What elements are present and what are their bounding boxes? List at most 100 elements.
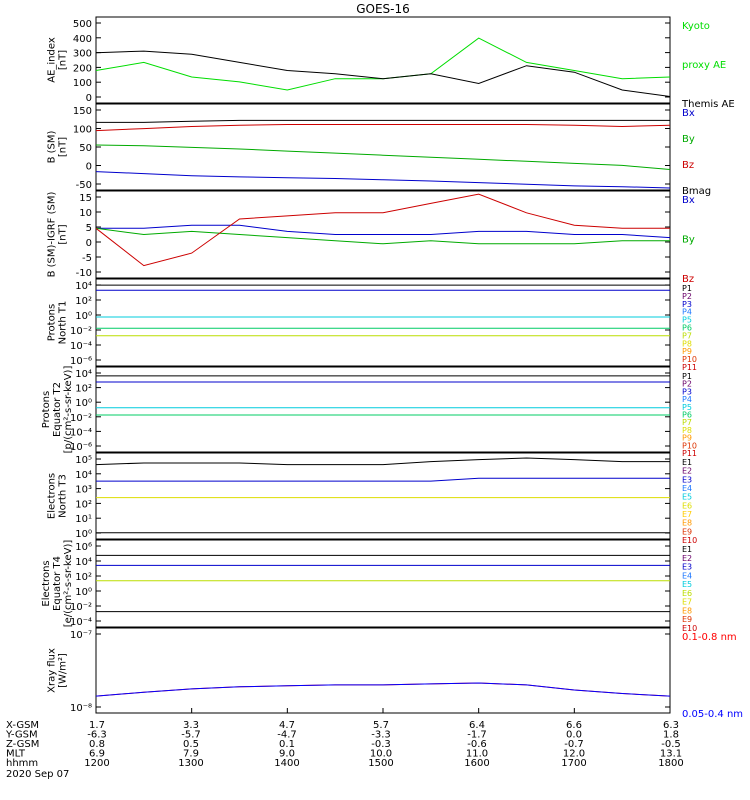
legend-label: E3 bbox=[682, 475, 692, 484]
legend-label: E2 bbox=[682, 467, 692, 476]
legend-label: E2 bbox=[682, 554, 692, 563]
panel-1: 500 400 300 200 100 0 AE_index [nT] Kyoto proxy A… bbox=[47, 16, 735, 110]
series-line bbox=[96, 119, 670, 123]
ylabel-line: [nT] bbox=[58, 224, 69, 244]
panel-frame bbox=[95, 190, 671, 279]
ytick-label: 150 bbox=[73, 106, 92, 117]
footer-value: 1300 bbox=[178, 758, 203, 769]
ytick-label: 10⁰ bbox=[75, 398, 92, 409]
ylabel-line: Electrons bbox=[41, 560, 52, 606]
legend-label: P3 bbox=[682, 387, 692, 396]
series-line bbox=[95, 37, 671, 91]
footer-row-label: Y-GSM bbox=[5, 730, 38, 741]
series-line bbox=[95, 193, 670, 267]
series-line bbox=[95, 50, 671, 97]
footer-value: 7.9 bbox=[183, 749, 199, 760]
legend-label: E8 bbox=[682, 519, 692, 528]
ytick-label: 0 bbox=[86, 162, 92, 173]
ytick-label: -50 bbox=[76, 180, 92, 191]
footer-value: 1.7 bbox=[89, 720, 105, 731]
ytick-label: 5 bbox=[86, 223, 92, 234]
legend-label: P7 bbox=[682, 418, 692, 427]
legend-label: P4 bbox=[682, 308, 692, 317]
footer-value: -0.3 bbox=[371, 739, 391, 750]
legend-label: Bmag bbox=[682, 186, 711, 197]
legend-label: E4 bbox=[682, 484, 692, 493]
footer-ephemeris: X-GSM 1.7 3.3 4.7 5.7 6.4 6.6 6.3 Y-GSM -6.3 -5.7 -… bbox=[5, 708, 684, 780]
footer-value: 1500 bbox=[368, 758, 393, 769]
legend-label: P11 bbox=[682, 363, 697, 372]
legend-label: E1 bbox=[682, 545, 692, 554]
ylabel-line: AE_index bbox=[47, 37, 58, 83]
footer-value: 6.4 bbox=[469, 720, 485, 731]
legend-label: E7 bbox=[682, 510, 692, 519]
series-line bbox=[95, 144, 671, 170]
ylabel: B (SM)-IGRF (SM) [nT] bbox=[47, 192, 69, 278]
ylabel-line: Equator T2 bbox=[52, 382, 63, 437]
ytick-label: 400 bbox=[73, 34, 92, 45]
legend-label: P11 bbox=[682, 449, 697, 458]
legend-label: E6 bbox=[682, 501, 692, 510]
legend-label: P6 bbox=[682, 324, 692, 333]
legend-label: P5 bbox=[682, 316, 692, 325]
legend-label: Bx bbox=[682, 108, 695, 119]
ytick-label: 10⁻² bbox=[70, 326, 92, 337]
ytick-label: 10⁻⁷ bbox=[70, 630, 92, 641]
ytick-label: -5 bbox=[82, 253, 92, 264]
ytick-label: 10⁴ bbox=[75, 470, 92, 481]
ylabel-line: [nT] bbox=[58, 137, 69, 157]
ytick-label: 10⁻⁶ bbox=[70, 356, 92, 367]
panel-2: 150 100 50 0 -50 B (SM) [nT] Bx By Bz Bmag bbox=[47, 103, 711, 197]
ytick-label: 10⁰ bbox=[75, 587, 92, 598]
ylabel-line: Protons bbox=[41, 391, 52, 428]
ytick-label: 10⁻⁸ bbox=[70, 703, 92, 714]
ylabel-line: North T3 bbox=[58, 474, 69, 518]
ylabel-line: [W/m²] bbox=[58, 653, 69, 688]
series-line bbox=[95, 457, 670, 466]
legend-label: P7 bbox=[682, 331, 692, 340]
legend-label: E8 bbox=[682, 606, 692, 615]
footer-value: 9.0 bbox=[279, 749, 295, 760]
ytick-label: 10⁻⁶ bbox=[70, 442, 92, 453]
ytick-label: 50 bbox=[79, 143, 92, 154]
legend-label: Bz bbox=[682, 160, 694, 171]
legend-label: 0.05-0.4 nm bbox=[682, 709, 743, 720]
ylabel-line: Protons bbox=[47, 304, 58, 341]
ytick-label: 100 bbox=[73, 78, 92, 89]
footer-value: 10.0 bbox=[370, 749, 392, 760]
ytick-label: 500 bbox=[73, 19, 92, 30]
ytick-label: 10² bbox=[75, 296, 92, 307]
legend-label: P1 bbox=[682, 372, 692, 381]
footer-value: 1400 bbox=[274, 758, 299, 769]
footer-value: 6.3 bbox=[663, 720, 679, 731]
ytick-label: 10⁻² bbox=[70, 413, 92, 424]
panel-frame bbox=[95, 366, 671, 453]
ytick-label: 10⁻⁴ bbox=[70, 617, 92, 628]
ytick-label: 10⁴ bbox=[75, 369, 92, 380]
ytick-label: 10⁻⁴ bbox=[70, 341, 92, 352]
legend-label: E3 bbox=[682, 563, 692, 572]
ytick-label: 10³ bbox=[75, 485, 92, 496]
legend-label: E7 bbox=[682, 598, 692, 607]
ylabel-line: Electrons bbox=[47, 473, 58, 519]
ylabel: Xray flux [W/m²] bbox=[47, 648, 69, 693]
panel-3: 15 10 5 0 -5 -10 B (SM)-IGRF (SM) [nT] Bx By Bz bbox=[47, 190, 695, 285]
legend-label: E10 bbox=[682, 536, 697, 545]
legend-label: By bbox=[682, 235, 695, 246]
legend-label: E4 bbox=[682, 571, 692, 580]
ytick-label: 10⁶ bbox=[75, 542, 92, 553]
ylabel: B (SM) [nT] bbox=[47, 130, 69, 163]
legend-label: P6 bbox=[682, 411, 692, 420]
series-line bbox=[95, 171, 671, 189]
footer-value: -3.3 bbox=[371, 730, 391, 741]
footer-row-label: hhmm bbox=[6, 758, 38, 769]
ylabel-line: B (SM)-IGRF (SM) bbox=[47, 192, 58, 278]
ytick-label: 10⁵ bbox=[75, 455, 92, 466]
footer-value: -6.3 bbox=[87, 730, 107, 741]
legend-label: Bx bbox=[682, 195, 695, 206]
ylabel-line: [p/(cm²-s-sr-keV)] bbox=[63, 366, 74, 454]
ylabel: AE_index [nT] bbox=[47, 37, 69, 83]
